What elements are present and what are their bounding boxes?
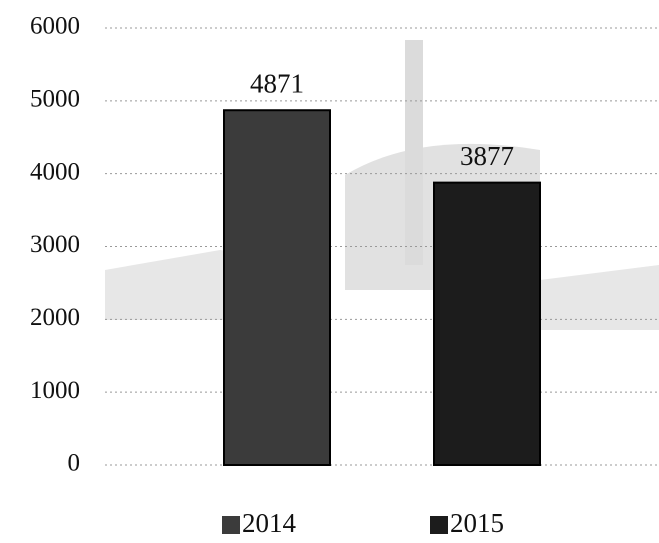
background-photo [105, 40, 659, 330]
y-tick-label: 6000 [30, 13, 80, 40]
y-tick-label: 3000 [30, 231, 80, 258]
data-label: 3877 [460, 141, 514, 171]
legend-swatch [222, 516, 240, 534]
data-label: 4871 [250, 68, 304, 98]
legend-label: 2015 [450, 508, 504, 538]
y-tick-label: 5000 [30, 86, 80, 113]
y-tick-label: 0 [68, 450, 81, 477]
legend-swatch [430, 516, 448, 534]
y-tick-label: 2000 [30, 304, 80, 331]
y-tick-label: 1000 [30, 377, 80, 404]
bar [223, 109, 331, 467]
y-tick-label: 4000 [30, 158, 80, 185]
bar [433, 181, 541, 467]
legend-label: 2014 [242, 508, 297, 538]
